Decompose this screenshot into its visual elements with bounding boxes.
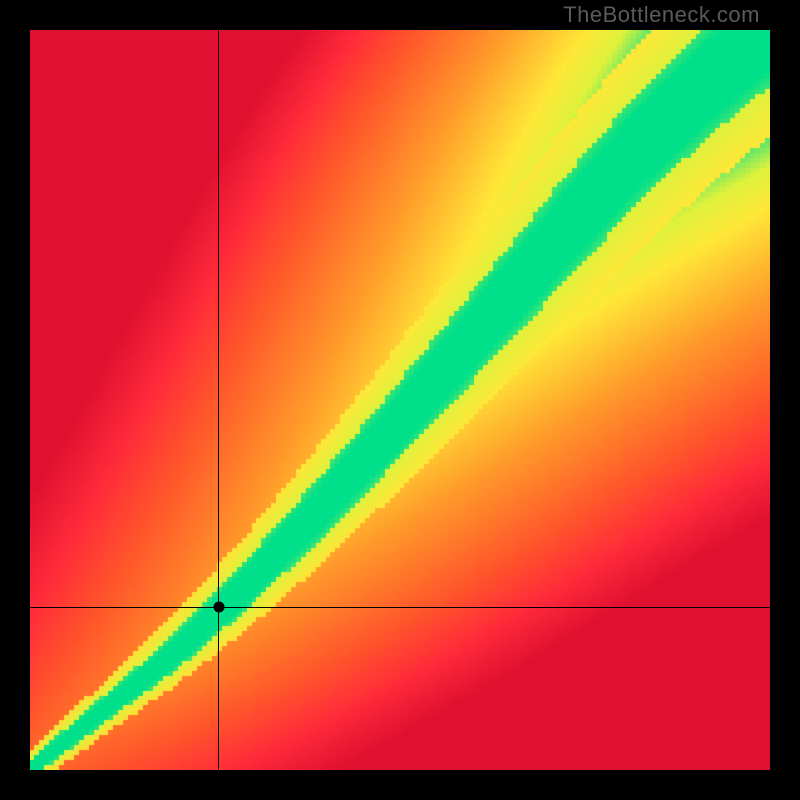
crosshair-horizontal xyxy=(30,607,770,608)
plot-area xyxy=(30,30,770,770)
crosshair-marker-dot xyxy=(213,602,224,613)
watermark-text: TheBottleneck.com xyxy=(563,2,760,28)
crosshair-vertical xyxy=(218,30,219,770)
chart-container: TheBottleneck.com xyxy=(0,0,800,800)
heatmap-canvas xyxy=(30,30,770,770)
